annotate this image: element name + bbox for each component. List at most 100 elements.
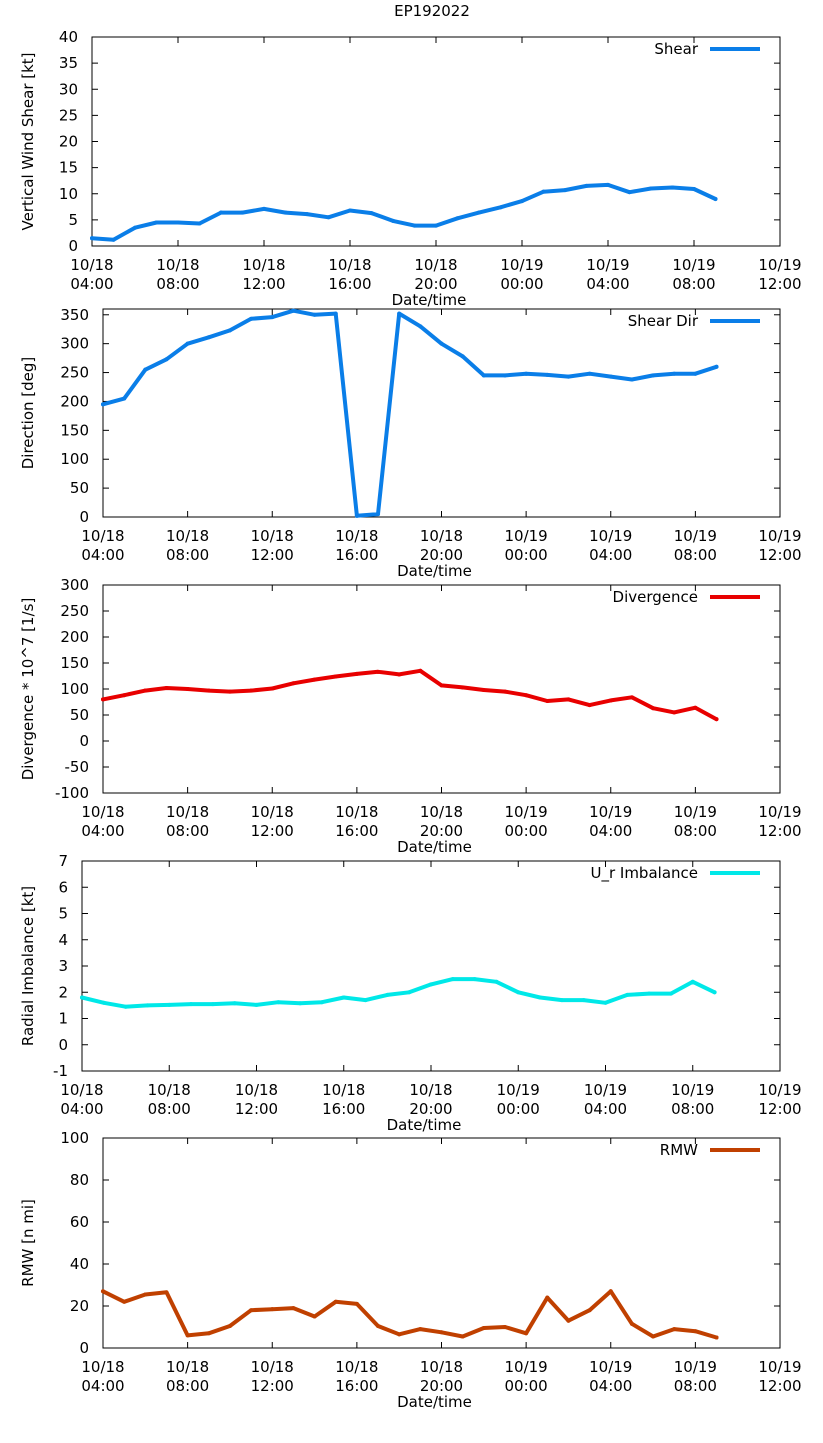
y-tick-label: 20 [70,1297,89,1315]
x-tick-time: 00:00 [500,275,543,293]
data-point [270,686,275,691]
data-point [391,218,395,223]
data-point [249,688,254,693]
data-point [197,221,202,226]
y-tick-label: 40 [70,1255,89,1273]
x-axis-label: Date/time [387,1116,462,1134]
x-tick-time: 04:00 [81,546,124,564]
data-point [693,705,698,710]
x-tick-date: 10/18 [335,527,378,545]
x-tick-time: 12:00 [251,1377,294,1395]
data-point [262,206,266,211]
data-point [460,685,465,690]
x-tick-date: 10/18 [235,1081,278,1099]
x-tick-date: 10/19 [674,1358,717,1376]
data-point [502,1325,507,1329]
x-tick-date: 10/18 [81,527,124,545]
data-point [608,698,613,703]
data-point [232,1001,237,1006]
x-tick-time: 08:00 [671,1100,714,1118]
data-point [312,677,317,682]
y-tick-label: 100 [60,1129,89,1147]
x-tick-time: 12:00 [242,275,285,293]
data-point [122,693,127,698]
data-point [672,710,677,715]
y-tick-label: 0 [79,732,89,750]
data-point [627,190,632,195]
x-tick-date: 10/19 [589,803,632,821]
x-tick-time: 04:00 [60,1100,103,1118]
data-point [397,1332,402,1337]
y-tick-label: 25 [59,106,78,124]
x-tick-time: 20:00 [420,546,463,564]
x-axis-label: Date/time [392,291,467,309]
data-point [354,1301,359,1306]
x-tick-date: 10/19 [758,256,801,274]
x-tick-date: 10/18 [156,256,199,274]
x-tick-date: 10/19 [584,1081,627,1099]
x-tick-time: 08:00 [674,546,717,564]
y-tick-label: -1 [53,1062,68,1080]
data-point [407,990,412,995]
data-point [481,688,486,693]
data-point [354,671,359,676]
data-point [651,1334,656,1339]
data-point [176,220,180,225]
x-tick-time: 04:00 [70,275,113,293]
x-tick-date: 10/19 [674,803,717,821]
x-tick-time: 08:00 [674,1377,717,1395]
x-tick-time: 08:00 [166,1377,209,1395]
data-point [376,512,381,517]
x-tick-date: 10/19 [758,1081,801,1099]
data-point [312,312,317,317]
x-tick-date: 10/18 [148,1081,191,1099]
data-point [524,1331,529,1336]
x-tick-time: 00:00 [505,546,548,564]
data-point [219,210,223,215]
x-tick-time: 00:00 [497,1100,540,1118]
data-point [651,706,656,711]
x-tick-time: 12:00 [251,822,294,840]
y-tick-label: 200 [60,392,89,410]
data-point [333,674,338,679]
x-tick-date: 10/18 [242,256,285,274]
y-axis-label: RMW [n mi] [19,1199,37,1287]
x-tick-date: 10/18 [251,803,294,821]
y-tick-label: 7 [58,852,68,870]
data-point [566,374,571,379]
legend-label: RMW [660,1141,698,1159]
x-tick-date: 10/19 [674,527,717,545]
data-point [206,1331,211,1336]
x-tick-time: 08:00 [148,1100,191,1118]
x-tick-date: 10/19 [505,1358,548,1376]
data-point [460,1334,465,1339]
data-point [122,396,127,401]
x-tick-date: 10/18 [166,527,209,545]
data-point [164,1290,169,1295]
data-point [516,990,521,995]
y-tick-label: 3 [58,957,68,975]
data-point [412,223,417,228]
y-axis-label: Direction [deg] [19,357,37,470]
x-tick-time: 16:00 [322,1100,365,1118]
x-tick-date: 10/18 [322,1081,365,1099]
y-tick-label: 300 [60,576,89,594]
data-point [376,669,381,674]
x-tick-date: 10/18 [81,1358,124,1376]
x-tick-date: 10/19 [586,256,629,274]
x-tick-date: 10/18 [328,256,371,274]
series-line-u-r-imbalance [80,977,717,1009]
data-point [439,683,444,688]
data-point [714,1335,719,1340]
data-point [418,1327,423,1332]
data-point [545,1295,550,1300]
data-point [270,1307,275,1312]
data-point [434,223,438,228]
y-axis-label: Radial Imbalance [kt] [19,886,37,1046]
data-point [524,693,529,698]
x-tick-date: 10/19 [589,1358,632,1376]
data-point [133,225,137,230]
data-point [629,695,634,700]
x-tick-time: 16:00 [335,1377,378,1395]
